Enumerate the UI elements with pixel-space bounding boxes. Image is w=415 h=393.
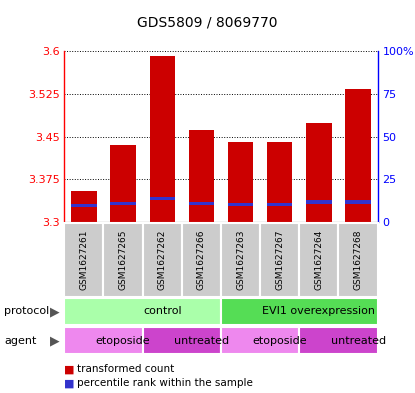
Bar	[143, 223, 182, 297]
Text: control: control	[143, 307, 181, 316]
Bar	[267, 203, 293, 206]
Bar	[221, 327, 299, 354]
Bar	[260, 223, 299, 297]
Bar	[189, 130, 214, 222]
Text: GDS5809 / 8069770: GDS5809 / 8069770	[137, 16, 278, 30]
Bar	[306, 200, 332, 204]
Bar	[221, 223, 260, 297]
Bar	[149, 56, 175, 222]
Bar	[339, 223, 378, 297]
Bar	[299, 327, 378, 354]
Text: ■: ■	[64, 364, 75, 375]
Text: GSM1627266: GSM1627266	[197, 230, 206, 290]
Bar	[182, 223, 221, 297]
Text: GSM1627267: GSM1627267	[275, 230, 284, 290]
Bar	[228, 142, 253, 222]
Bar	[110, 202, 136, 205]
Bar	[189, 202, 214, 205]
Bar	[64, 327, 143, 354]
Bar	[71, 204, 97, 207]
Bar	[149, 197, 175, 200]
Text: untreated: untreated	[330, 336, 386, 345]
Text: untreated: untreated	[174, 336, 229, 345]
Text: EVI1 overexpression: EVI1 overexpression	[262, 307, 376, 316]
Bar	[267, 142, 293, 222]
Bar	[103, 223, 143, 297]
Bar	[345, 200, 371, 204]
Text: GSM1627263: GSM1627263	[236, 230, 245, 290]
Bar	[64, 298, 221, 325]
Bar	[299, 223, 339, 297]
Bar	[306, 123, 332, 222]
Text: percentile rank within the sample: percentile rank within the sample	[77, 378, 253, 388]
Bar	[143, 327, 221, 354]
Text: GSM1627261: GSM1627261	[79, 230, 88, 290]
Text: transformed count: transformed count	[77, 364, 174, 375]
Text: GSM1627265: GSM1627265	[119, 230, 127, 290]
Bar	[221, 298, 378, 325]
Text: agent: agent	[4, 336, 37, 345]
Text: ▶: ▶	[50, 305, 60, 318]
Bar	[345, 89, 371, 222]
Bar	[64, 223, 103, 297]
Text: GSM1627264: GSM1627264	[315, 230, 323, 290]
Text: ■: ■	[64, 378, 75, 388]
Bar	[71, 191, 97, 222]
Text: etoposide: etoposide	[252, 336, 307, 345]
Text: GSM1627262: GSM1627262	[158, 230, 167, 290]
Text: ▶: ▶	[50, 334, 60, 347]
Text: etoposide: etoposide	[96, 336, 150, 345]
Text: protocol: protocol	[4, 307, 49, 316]
Bar	[110, 145, 136, 222]
Bar	[228, 203, 253, 206]
Text: GSM1627268: GSM1627268	[354, 230, 363, 290]
